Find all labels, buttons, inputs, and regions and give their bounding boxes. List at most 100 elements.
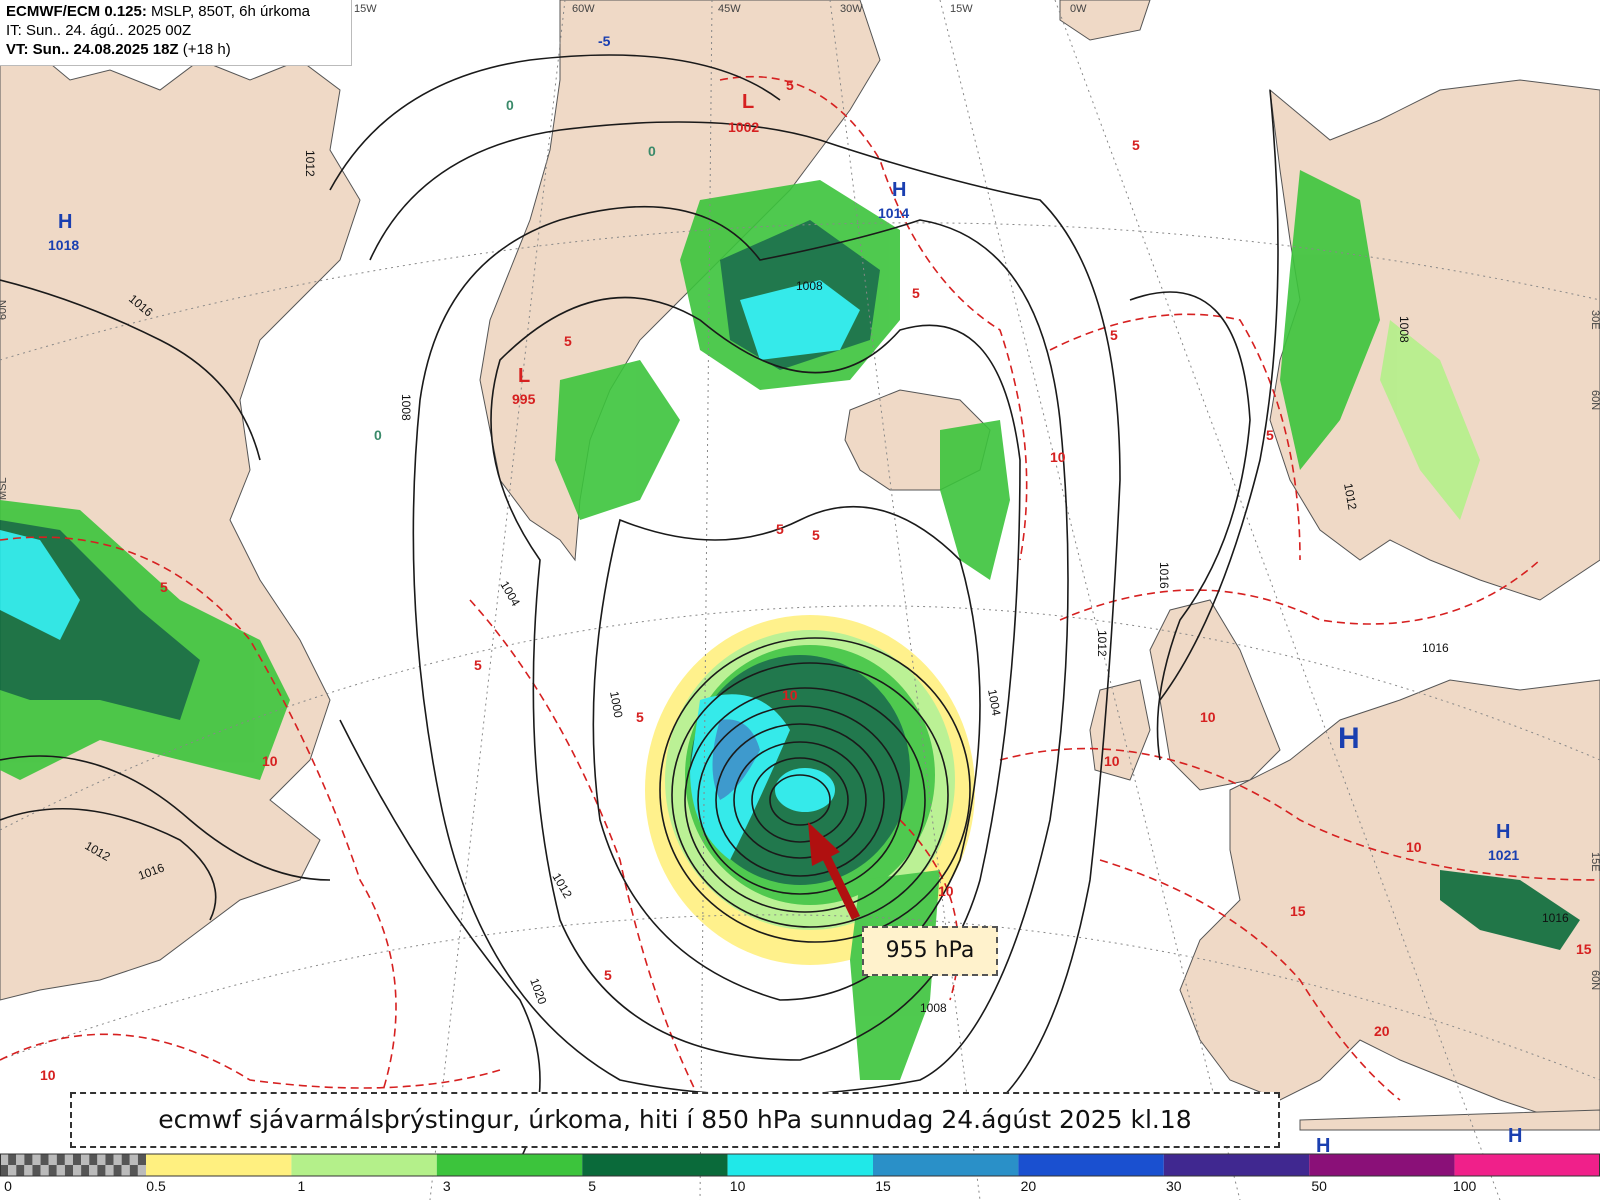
colorbar-tick-label: 30 — [1166, 1178, 1182, 1194]
colorbar-checker-cell — [40, 1154, 49, 1165]
high-symbol: H — [1338, 722, 1360, 755]
colorbar-checker-cell — [56, 1154, 65, 1165]
graticule-label: 30W — [840, 3, 863, 15]
precip-sw-greenland — [555, 360, 680, 520]
colorbar-checker-cell — [56, 1165, 65, 1176]
colorbar-checker-cell — [89, 1165, 98, 1176]
high-symbol: H — [1316, 1135, 1330, 1157]
colorbar-tick-label: 0 — [4, 1178, 12, 1194]
graticule-label: 60N — [0, 300, 9, 320]
land-europe — [1179, 679, 1600, 1131]
high-symbol: H — [1508, 1125, 1522, 1147]
isotherm-labels: 5 5 5 5 5 5 5 5 5 5 5 5 10 10 10 10 10 1… — [40, 33, 1592, 1083]
isotherm-label: -5 — [598, 33, 611, 49]
isotherm-label: 5 — [912, 285, 920, 301]
model-info-line-3: VT: Sun.. 24.08.2025 18Z (+18 h) — [6, 41, 231, 58]
colorbar-tick-label: 20 — [1020, 1178, 1037, 1194]
isotherm-label: 5 — [786, 77, 794, 93]
isobar-1000 — [592, 505, 981, 1001]
colorbar-checker-cell — [137, 1154, 146, 1165]
high-value: 1014 — [878, 205, 909, 221]
low-value: 995 — [512, 391, 536, 407]
colorbar-segment — [873, 1154, 1019, 1176]
isotherm-label: 5 — [776, 521, 784, 537]
high-value: 1018 — [48, 237, 79, 253]
isobar-1016-west — [329, 54, 781, 191]
colorbar-checker-cell — [113, 1154, 122, 1165]
colorbar-tick-label: 0.5 — [146, 1178, 166, 1194]
colorbar-segment — [1163, 1154, 1310, 1176]
isobar-label: 1012 — [1341, 482, 1359, 511]
graticule-label: 15W — [950, 3, 973, 15]
low-symbol: L — [742, 91, 754, 113]
isobar-label: 1004 — [985, 688, 1003, 717]
graticule-label: 60N — [1589, 390, 1600, 410]
isobar-1016-e — [1129, 291, 1251, 761]
colorbar-checker-cell — [97, 1165, 106, 1176]
colorbar-segment — [727, 1154, 873, 1176]
isotherm-label: 10 — [1406, 839, 1422, 855]
graticule-labels: 60W 45W 30W 15W 0W 15W 60N 30E 60N 15E M… — [0, 3, 1600, 990]
precip-sweden — [1380, 320, 1480, 520]
isotherm-label: 5 — [1132, 137, 1140, 153]
colorbar-checker-cell — [89, 1154, 98, 1165]
isotherm-label: 5 — [604, 967, 612, 983]
isotherm-label: 5 — [636, 709, 644, 725]
isobar-1012-ne — [1159, 89, 1279, 701]
colorbar-checker-cell — [48, 1154, 57, 1165]
high-symbol: H — [892, 179, 906, 201]
isotherm-label: 10 — [40, 1067, 56, 1083]
high-value: 1021 — [1488, 847, 1519, 863]
isotherm-label: 10 — [938, 883, 954, 899]
isobars — [0, 54, 1279, 1161]
colorbar-checker-cell — [40, 1165, 49, 1176]
isotherm-label: 5 — [564, 333, 572, 349]
isobar-label: 1008 — [399, 394, 413, 421]
colorbar-checker-cell — [64, 1154, 73, 1165]
colorbar-checker-cell — [121, 1154, 130, 1165]
colorbar-tick-label: 100 — [1452, 1178, 1477, 1194]
graticule-label: 60N — [1589, 970, 1600, 990]
colorbar-checker-cell — [48, 1165, 57, 1176]
colorbar-checker-cell — [81, 1165, 90, 1176]
precip-east-iceland — [940, 420, 1010, 580]
colorbar-checker-cell — [97, 1154, 106, 1165]
isotherm-label: 15 — [1290, 903, 1306, 919]
precip-alps — [1440, 870, 1580, 950]
colorbar-checker-cell — [73, 1154, 82, 1165]
land-north-africa — [1299, 1109, 1600, 1131]
isobar-label: 1016 — [1157, 562, 1171, 589]
colorbar-checker-cell — [0, 1165, 9, 1176]
colorbar-checker-cell — [32, 1154, 41, 1165]
isotherm-label: 5 — [160, 579, 168, 595]
isotherm-label: 5 — [812, 527, 820, 543]
isobar-1008 — [412, 205, 1069, 1096]
isotherm-label: 15 — [1576, 941, 1592, 957]
colorbar-segment — [436, 1154, 583, 1176]
isotherm-label: 0 — [506, 97, 514, 113]
colorbar-checker-cell — [121, 1165, 130, 1176]
colorbar-checker-cell — [113, 1165, 122, 1176]
isobar-1012-w — [0, 807, 217, 921]
isobar-label: 1008 — [796, 279, 823, 293]
precip-labrador-core — [0, 530, 80, 640]
colorbar-checker-cell — [8, 1154, 17, 1165]
pressure-center-labels: L 1002 L 995 H 1014 H 1018 H 1021 H H H — [48, 91, 1522, 1157]
colorbar — [0, 1153, 1600, 1177]
isotherm-label: 20 — [1374, 1023, 1390, 1039]
colorbar-checker-cell — [129, 1154, 138, 1165]
isobar-label: 1016 — [1542, 911, 1569, 925]
colorbar-segment — [582, 1154, 728, 1176]
isobar-label: 1008 — [920, 1001, 947, 1015]
isobar-label: 1008 — [1397, 316, 1411, 343]
isobar-label: 1016 — [1422, 641, 1449, 655]
colorbar-tick-label: 50 — [1311, 1178, 1327, 1194]
pressure-callout: 955 hPa — [862, 926, 998, 976]
model-info-line-2: IT: Sun.. 24. ágú.. 2025 00Z — [6, 22, 192, 39]
model-info-line-1: ECMWF/ECM 0.125: MSLP, 850T, 6h úrkoma — [6, 3, 311, 20]
colorbar-checker-cell — [24, 1154, 33, 1165]
graticule-label: 15W — [354, 3, 377, 15]
isobar-label: 1000 — [607, 690, 625, 719]
